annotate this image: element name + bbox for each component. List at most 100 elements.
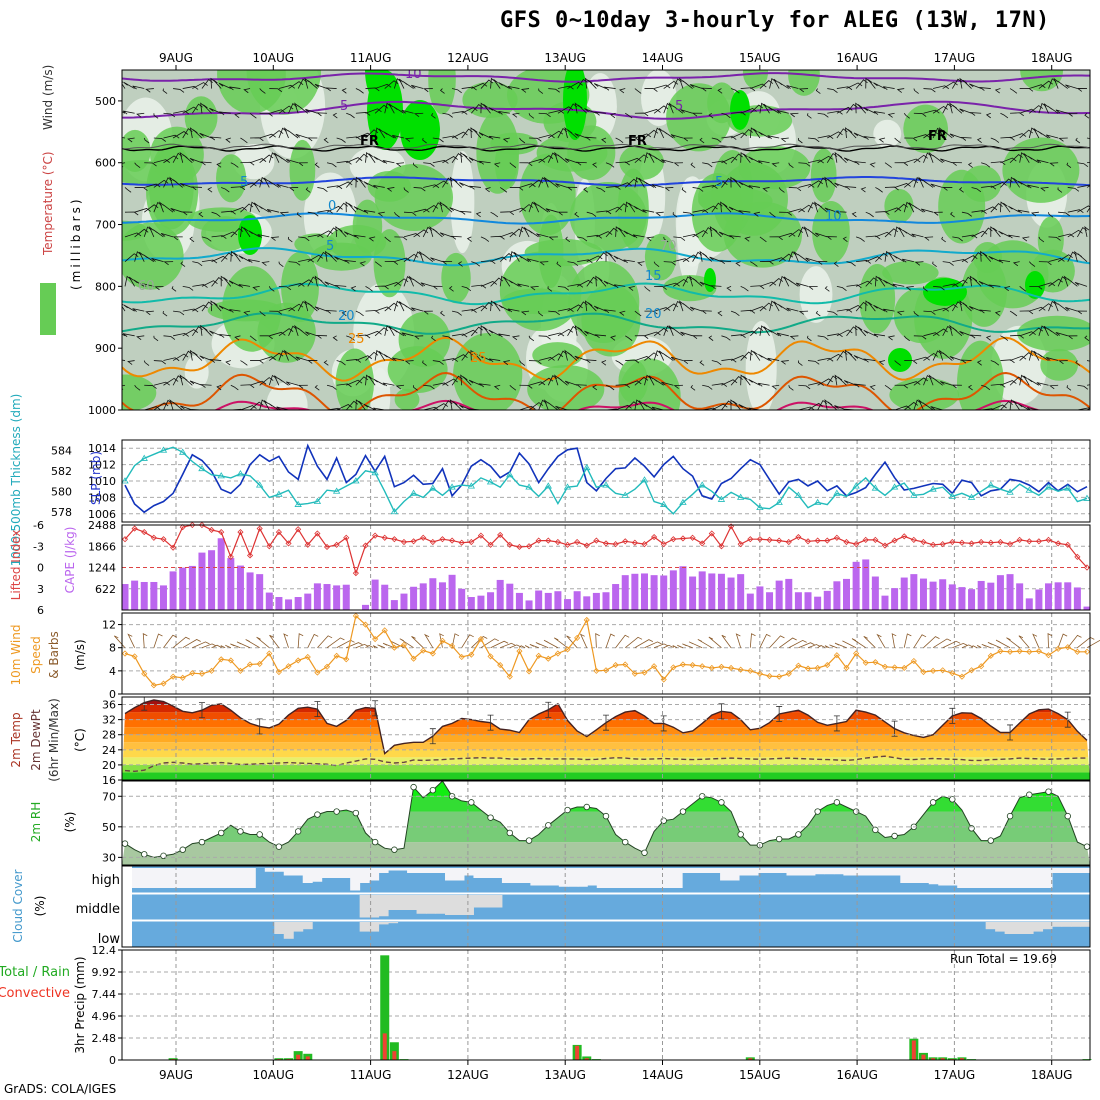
wind-barb xyxy=(778,253,794,262)
cloud-cell xyxy=(976,868,987,888)
wind-barb xyxy=(681,187,687,193)
rh-marker xyxy=(506,829,513,837)
cloud-cell xyxy=(369,922,380,932)
cape-bar xyxy=(900,577,908,610)
wind-barb xyxy=(913,310,919,317)
wind-barb xyxy=(334,256,347,263)
cape-bar xyxy=(535,590,543,610)
wind-barb xyxy=(1086,137,1090,140)
cloud-cell xyxy=(1042,868,1053,888)
rh-marker xyxy=(256,831,263,838)
wind-barb xyxy=(1075,360,1081,366)
wind-barb xyxy=(365,108,382,114)
wind-barb xyxy=(952,327,963,337)
wind-barb xyxy=(317,409,320,410)
li-marker xyxy=(314,530,321,537)
li-marker xyxy=(920,538,927,546)
wind-barb xyxy=(388,103,395,114)
wind-barb xyxy=(143,137,150,144)
wind-barb xyxy=(253,202,261,213)
wind-barb xyxy=(269,331,286,337)
wind-barb xyxy=(169,399,175,410)
wind-barb xyxy=(124,232,142,238)
wind-barb xyxy=(952,105,963,114)
wind-barb xyxy=(412,278,424,287)
contour-label: FR xyxy=(360,134,379,149)
rh-moist-patch xyxy=(217,70,286,114)
wind-barb xyxy=(528,335,535,342)
wind-barb xyxy=(523,227,530,238)
wind-barb xyxy=(958,187,964,193)
cloud-cell xyxy=(169,868,180,888)
wind-barb xyxy=(940,158,953,164)
wind-barb xyxy=(798,162,811,167)
wind-barb xyxy=(949,133,963,139)
wind-barb xyxy=(1044,409,1049,410)
li-marker xyxy=(804,538,812,545)
li-marker xyxy=(612,541,619,548)
wind-barb xyxy=(807,159,824,164)
wind-barb xyxy=(815,232,828,238)
rh-saturated-patch xyxy=(400,100,440,160)
wind-barb xyxy=(173,332,189,337)
wind-barb xyxy=(998,259,1011,264)
wind-barb xyxy=(432,159,449,164)
wind-barb xyxy=(373,378,385,386)
wind-barb xyxy=(574,133,587,139)
cape-bar xyxy=(583,596,591,610)
wind-barb xyxy=(468,379,482,386)
cape-bar xyxy=(968,589,976,610)
wind-barb xyxy=(1053,300,1059,312)
wind-barb xyxy=(210,409,212,410)
wind-barb xyxy=(163,377,179,386)
rh-moist-patch xyxy=(122,222,184,290)
cloud-cell xyxy=(558,868,569,887)
wind-barb-10m xyxy=(553,637,568,649)
wind-barb xyxy=(123,304,135,312)
wind-barb xyxy=(230,162,239,168)
wind-barb xyxy=(383,353,395,361)
wind-barb xyxy=(990,404,1007,410)
ytick-label: 1000 xyxy=(88,404,116,417)
temp-tick-label: 28 xyxy=(102,729,116,742)
wind-barb xyxy=(938,349,944,361)
wind-barb xyxy=(846,305,863,312)
wind-barb xyxy=(625,359,640,364)
rh-marker xyxy=(891,832,898,840)
wind-barb xyxy=(932,307,950,312)
wind-barb xyxy=(702,253,713,262)
wind-barb xyxy=(798,138,803,144)
thickness-marker xyxy=(467,482,476,489)
wind-barb xyxy=(672,212,678,218)
minmax-bar xyxy=(949,707,956,724)
rh-moist-patch xyxy=(961,256,1007,327)
wind-barb xyxy=(314,162,320,168)
wind-barb-10m xyxy=(981,643,991,649)
wind-barb xyxy=(584,330,597,337)
wind-barb xyxy=(555,405,568,410)
rh-moist-patch xyxy=(889,377,959,410)
wind-barb xyxy=(1067,278,1078,287)
rh-marker xyxy=(141,851,148,858)
wind-barb xyxy=(594,334,607,339)
wind-speed-marker xyxy=(593,667,600,674)
cloud-frame xyxy=(121,865,1091,948)
rh-marker xyxy=(1045,788,1052,795)
wind-barb xyxy=(651,406,664,410)
wind-barb xyxy=(894,162,909,166)
cloud-cell xyxy=(1004,922,1015,934)
wind-barb xyxy=(441,260,453,265)
wind-barb xyxy=(789,335,799,340)
wind-barb-10m xyxy=(1032,633,1040,648)
wind-barb xyxy=(286,381,299,386)
wind-barb xyxy=(651,184,664,188)
minmax-bar xyxy=(776,706,783,722)
cloud-cell xyxy=(1080,868,1091,873)
wind-barb xyxy=(520,88,530,93)
wind-barb xyxy=(867,79,876,89)
wind-barb xyxy=(249,112,257,119)
thickness-marker xyxy=(910,491,918,498)
wind-barb xyxy=(394,257,411,263)
wind-barb xyxy=(269,88,283,93)
wind-barb xyxy=(1043,325,1049,336)
